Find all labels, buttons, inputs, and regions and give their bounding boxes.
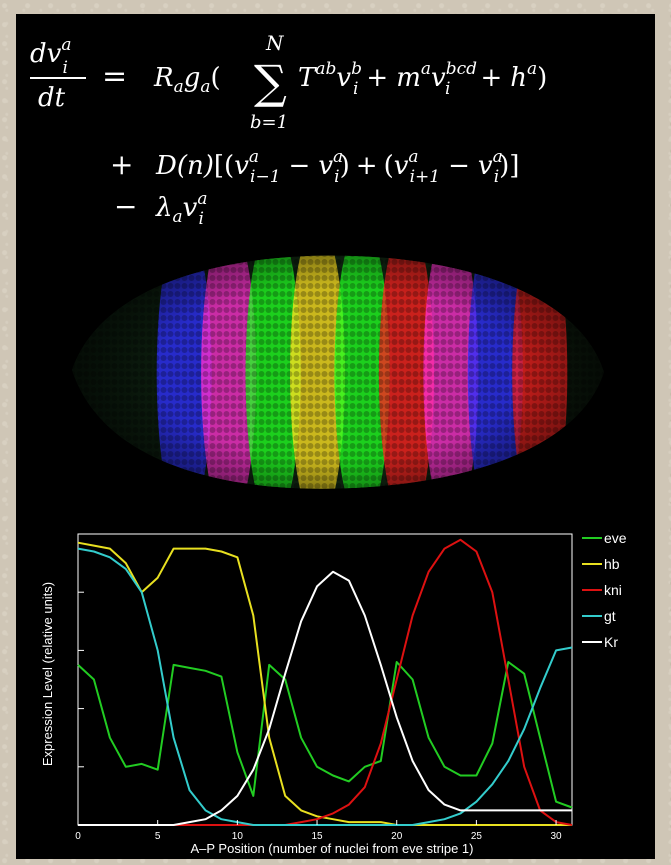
expression-chart: 0 5 10 15 20 25 30 A–P Position (number of nuc… (40, 530, 627, 856)
x-axis-ticks: 0 5 10 15 20 25 30 (75, 820, 562, 842)
sum-body: Tabvb i + mavbcd i + ha) (298, 59, 547, 99)
figure-panel: dva i dt = Raga( N ∑ b=1 Tabvb i + mavbcd i + h… (16, 14, 655, 859)
decay-term: λava i (155, 189, 207, 229)
x-tick-label: 10 (232, 831, 244, 842)
x-tick-label: 20 (391, 831, 403, 842)
lhs-numerator: dva i (30, 35, 71, 78)
sum-lower-limit: b=1 (250, 112, 288, 133)
y-axis-ticks (78, 533, 84, 826)
lhs-denominator: dt (38, 83, 66, 113)
x-tick-label: 0 (75, 831, 81, 842)
legend-label: kni (604, 582, 622, 598)
legend-label: eve (604, 530, 627, 546)
x-tick-label: 30 (551, 831, 563, 842)
line2-plus: + (110, 148, 133, 181)
x-tick-label: 5 (155, 831, 161, 842)
model-equation: dva i dt = Raga( N ∑ b=1 Tabvb i + mavbcd i + h… (30, 31, 547, 229)
x-axis-title: A–P Position (number of nuclei from eve … (190, 841, 473, 856)
series-lines (77, 538, 573, 826)
plot-frame (77, 533, 573, 826)
diffusion-term: D(n)[(va i−1− va i) + (va i+1− va i)] (155, 147, 519, 187)
series-line-eve (77, 661, 573, 809)
sum-sign: ∑ (254, 55, 287, 109)
sum-upper-limit: N (265, 31, 285, 55)
chart-legend: eve hb kni gt Kr (582, 530, 627, 650)
legend-label: hb (604, 556, 620, 572)
legend-label: Kr (604, 634, 618, 650)
line3-minus: − (114, 190, 137, 223)
x-tick-label: 15 (311, 831, 323, 842)
series-line-kr (78, 570, 572, 826)
y-axis-title: Expression Level (relative units) (40, 582, 55, 766)
series-line-hb (77, 541, 572, 826)
equals-sign: = (102, 59, 127, 94)
legend-label: gt (604, 608, 616, 624)
equation-lhs: dva i dt (30, 35, 86, 113)
plot-border (77, 533, 573, 826)
x-tick-label: 25 (471, 831, 483, 842)
embryo-stripes-image (72, 255, 604, 489)
regulation-function: Raga( (153, 63, 221, 97)
series-line-gt (77, 547, 573, 826)
